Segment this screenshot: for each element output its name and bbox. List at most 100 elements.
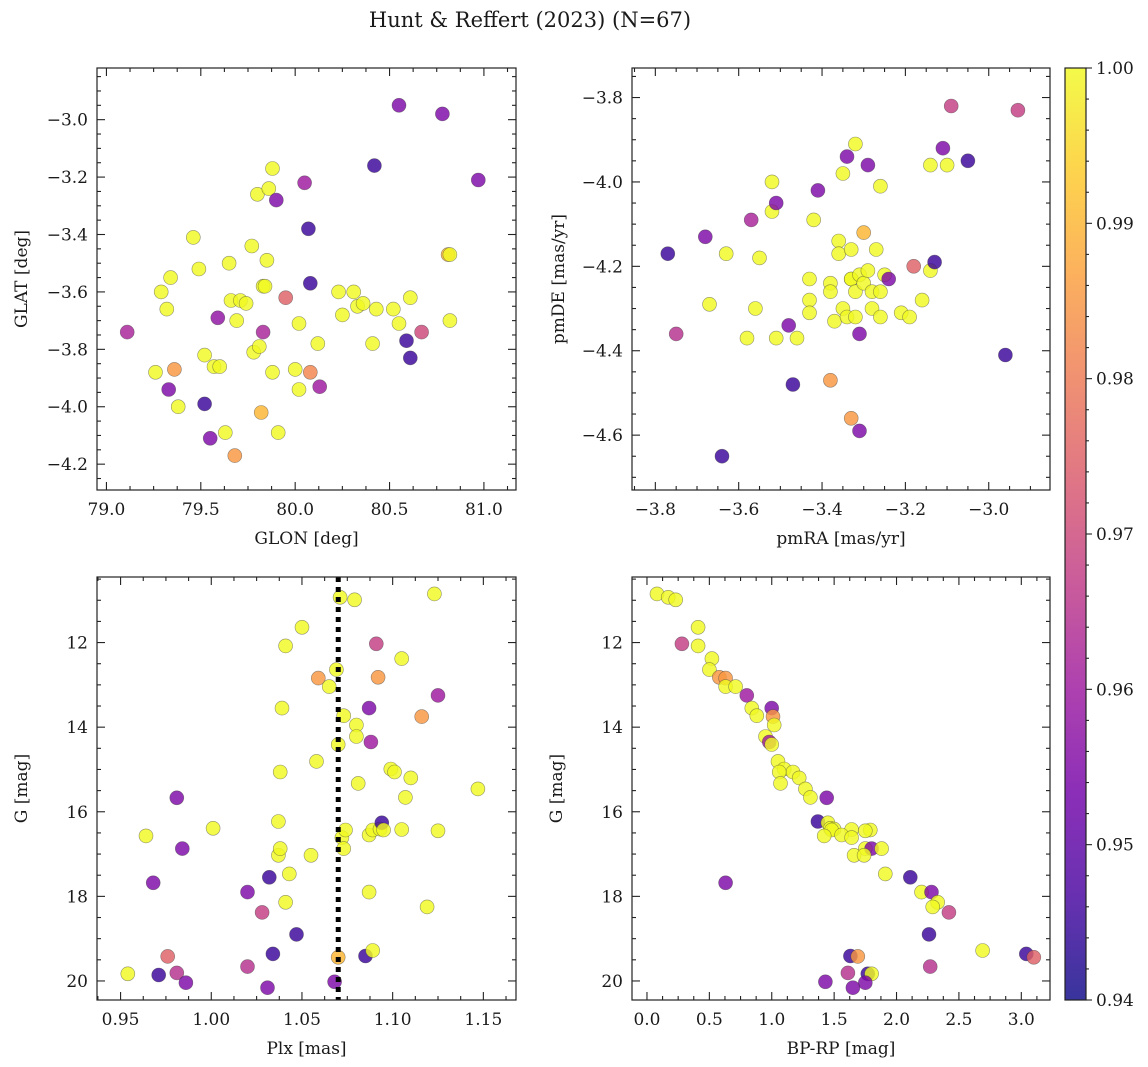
data-point <box>278 638 293 654</box>
data-point <box>259 252 275 268</box>
data-point <box>960 153 976 169</box>
data-point <box>387 764 402 780</box>
data-point <box>848 309 863 325</box>
data-point <box>244 238 260 254</box>
data-point <box>925 899 941 915</box>
y-tick-label: 20 <box>601 972 623 992</box>
data-point <box>781 318 797 333</box>
data-point <box>881 271 897 287</box>
data-point <box>376 822 391 838</box>
data-point <box>764 174 780 190</box>
data-point <box>278 290 294 306</box>
data-point <box>281 866 297 882</box>
data-point <box>221 255 237 271</box>
data-point <box>120 966 136 982</box>
data-point <box>265 364 280 380</box>
data-point <box>321 679 337 694</box>
data-point <box>690 619 706 635</box>
ticks <box>97 68 516 490</box>
data-point <box>768 330 784 346</box>
data-point <box>697 229 713 245</box>
data-point <box>205 820 221 836</box>
y-tick-label: −4.0 <box>582 173 623 193</box>
data-point <box>823 372 838 388</box>
data-point <box>163 270 178 285</box>
data-point <box>361 700 377 716</box>
y-tick-label: 16 <box>66 803 88 823</box>
data-point <box>331 284 346 300</box>
data-point <box>365 943 381 958</box>
data-point <box>843 410 859 426</box>
data-point <box>238 296 254 311</box>
data-point <box>852 326 867 342</box>
axes-frame <box>631 67 1051 491</box>
data-point <box>430 688 446 703</box>
data-point <box>690 638 706 654</box>
y-tick-label: −4.4 <box>582 342 623 362</box>
data-point <box>935 140 951 156</box>
y-tick-label: −3.0 <box>47 111 88 131</box>
data-point <box>365 336 380 351</box>
data-point <box>167 362 182 377</box>
data-point <box>227 448 243 463</box>
data-point <box>160 949 175 964</box>
data-point <box>660 246 676 261</box>
data-point <box>240 884 255 900</box>
data-point <box>1010 102 1026 118</box>
data-point <box>939 157 955 173</box>
y-tick-label: −4.6 <box>582 426 623 446</box>
data-point <box>714 448 730 464</box>
data-point <box>347 592 362 608</box>
x-tick-label: 2.5 <box>945 1010 972 1030</box>
data-point <box>843 242 859 257</box>
data-point <box>874 841 889 856</box>
x-tick-label: 1.0 <box>758 1010 785 1030</box>
data-point <box>435 106 450 122</box>
data-point <box>260 980 275 996</box>
colorbar-tick-label: 0.97 <box>1096 525 1134 545</box>
figure-title: Hunt & Reffert (2023) (N=67) <box>369 8 691 32</box>
data-point <box>857 823 873 839</box>
data-point <box>718 246 734 261</box>
axes-frame <box>631 576 1051 1001</box>
data-point <box>860 157 876 173</box>
data-point <box>272 764 288 780</box>
x-tick-label: 3.0 <box>1008 1010 1035 1030</box>
x-tick-label: 79.0 <box>88 500 126 520</box>
data-point <box>856 847 872 863</box>
data-point <box>442 247 458 262</box>
ticks <box>632 68 1050 490</box>
data-points <box>120 586 486 996</box>
data-point <box>748 301 763 316</box>
data-point <box>868 242 884 257</box>
data-point <box>302 364 318 380</box>
data-point <box>728 679 743 694</box>
data-point <box>791 770 807 786</box>
axes-frame <box>96 67 517 491</box>
data-point <box>302 275 318 291</box>
colorbar-tick-label: 1.00 <box>1096 59 1134 79</box>
data-point <box>823 284 838 300</box>
data-point <box>943 98 959 114</box>
data-point <box>739 688 755 703</box>
data-point <box>251 339 267 354</box>
data-point <box>370 669 386 685</box>
data-point <box>922 959 938 974</box>
panel-parallax-magnitude: 0.95 1.00 1.05 1.10 1.15 12 14 16 18 20 Plx [mas] G… <box>12 576 517 1059</box>
data-point <box>402 290 418 306</box>
data-point <box>355 296 371 311</box>
data-point <box>941 905 957 920</box>
data-point <box>161 382 176 397</box>
data-point <box>291 316 307 331</box>
x-axis-label: pmRA [mas/yr] <box>776 529 905 549</box>
data-point <box>831 246 847 261</box>
data-point <box>287 362 303 377</box>
x-tick-label: −3.4 <box>801 500 842 520</box>
data-point <box>873 178 888 194</box>
data-point <box>802 305 817 321</box>
data-point <box>297 175 312 191</box>
y-tick-label: −3.8 <box>582 89 623 109</box>
data-points <box>660 98 1026 464</box>
data-point <box>202 430 218 446</box>
data-point <box>175 841 190 856</box>
